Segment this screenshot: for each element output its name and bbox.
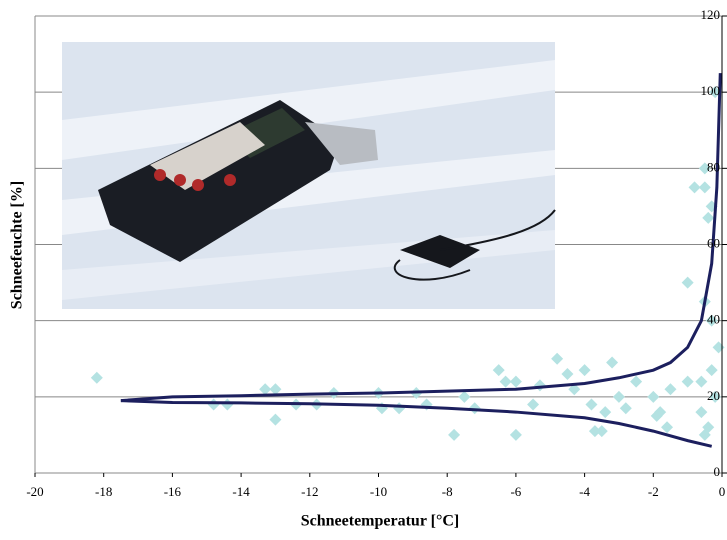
x-tick-label: -16: [164, 484, 182, 499]
point: [578, 364, 591, 377]
x-tick-label: -14: [232, 484, 250, 499]
point: [269, 383, 282, 396]
y-tick-label: 120: [701, 7, 721, 22]
x-tick-label: -6: [510, 484, 521, 499]
point: [681, 276, 694, 289]
point: [492, 364, 505, 377]
point: [599, 406, 612, 419]
point: [698, 181, 711, 194]
x-tick-label: 0: [719, 484, 726, 499]
point: [509, 428, 522, 441]
curve: [120, 73, 722, 403]
point: [661, 421, 674, 434]
photo: [62, 42, 556, 309]
y-tick-label: 0: [714, 464, 721, 479]
y-tick-label: 20: [707, 388, 720, 403]
point: [695, 406, 708, 419]
point: [698, 428, 711, 441]
point: [207, 398, 220, 411]
point: [619, 402, 632, 415]
point: [705, 314, 718, 327]
point: [269, 413, 282, 426]
point: [630, 375, 643, 388]
point: [568, 383, 581, 396]
x-axis-label: Schneetemperatur [°C]: [301, 513, 460, 530]
point: [393, 402, 406, 415]
marks: [90, 73, 725, 448]
point: [585, 398, 598, 411]
point: [681, 375, 694, 388]
point: [499, 375, 512, 388]
point: [664, 383, 677, 396]
point: [709, 390, 722, 403]
point: [695, 375, 708, 388]
x-tick-label: -20: [26, 484, 43, 499]
point: [595, 425, 608, 438]
point: [712, 341, 725, 354]
point: [698, 162, 711, 175]
x-tick-label: -4: [579, 484, 590, 499]
point: [606, 356, 619, 369]
point: [705, 364, 718, 377]
y-tick-label: 100: [701, 83, 721, 98]
point: [448, 428, 461, 441]
x-tick-label: -18: [95, 484, 112, 499]
point: [561, 367, 574, 380]
point: [458, 390, 471, 403]
point: [654, 406, 667, 419]
point: [588, 425, 601, 438]
point: [259, 383, 272, 396]
y-tick-label: 80: [707, 159, 720, 174]
point: [509, 375, 522, 388]
point: [221, 398, 234, 411]
x-tick-label: -10: [370, 484, 387, 499]
x-tick-label: -12: [301, 484, 318, 499]
point: [688, 181, 701, 194]
curve: [120, 399, 713, 448]
y-tick-label: 60: [707, 235, 720, 250]
y-axis-label: Schneefeuchte [%]: [9, 181, 26, 309]
y-tick-label: 40: [707, 312, 720, 327]
x-tick-label: -2: [648, 484, 659, 499]
point: [527, 398, 540, 411]
x-tick-label: -8: [442, 484, 453, 499]
point: [702, 211, 715, 224]
point: [647, 390, 660, 403]
point: [612, 390, 625, 403]
point: [90, 371, 103, 384]
point: [551, 352, 564, 365]
